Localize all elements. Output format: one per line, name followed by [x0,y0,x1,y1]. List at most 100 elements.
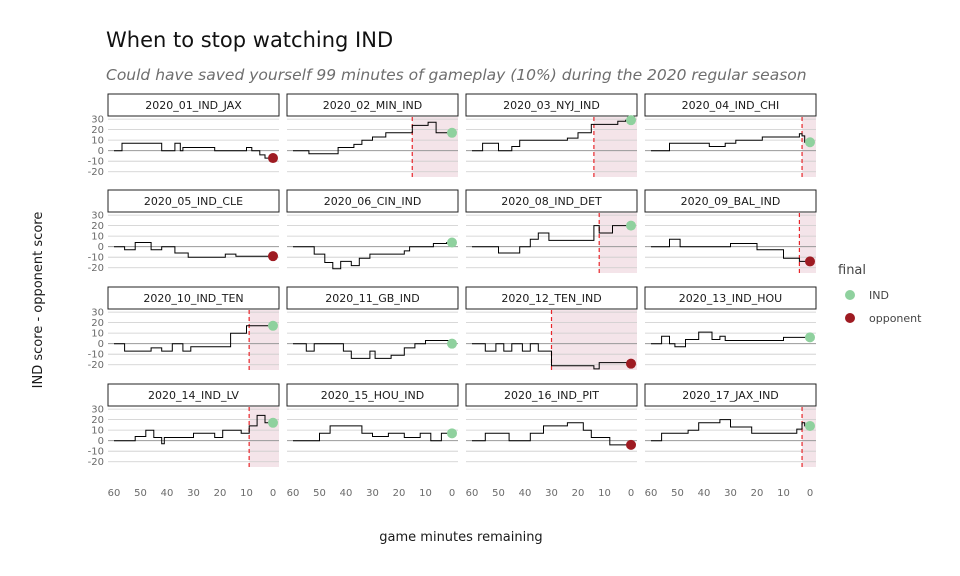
x-tick-label: 10 [777,488,790,499]
x-tick-label: 60 [645,488,658,499]
score-line [472,343,631,370]
strip-box [465,189,638,213]
y-tick-label: -20 [88,263,104,274]
strip-box [465,93,638,117]
score-line [651,133,810,152]
final-point [268,320,278,331]
strip-label: 2020_16_IND_PIT [504,389,599,402]
strip-label: 2020_08_IND_DET [501,195,602,208]
x-tick-label: 10 [598,488,611,499]
y-tick-label: 10 [91,426,104,437]
final-point [805,137,815,148]
x-tick-label: 40 [161,488,174,499]
final-point [626,439,636,450]
strip-label: 2020_06_CIN_IND [324,195,422,208]
x-tick-label: 30 [187,488,200,499]
x-tick-label: 40 [340,488,353,499]
x-tick-label: 60 [287,488,300,499]
final-point [268,251,278,262]
strip-label: 2020_11_GB_IND [325,292,420,305]
chart-title: When to stop watching IND [106,28,394,52]
strip-label: 2020_04_IND_CHI [682,99,780,112]
y-tick-label: 0 [98,339,104,350]
x-axis-title: game minutes remaining [379,530,542,545]
x-tick-label: 0 [807,488,813,499]
x-tick-label: 0 [628,488,634,499]
facet-panel-2020_15_HOU_IND: 2020_15_HOU_IND 60 50 40 30 20 10 0 [286,383,459,499]
y-tick-label: 10 [91,329,104,340]
strip-box [286,383,459,407]
facet-panel-2020_12_TEN_IND: 2020_12_TEN_IND [465,286,638,370]
facet-panel-2020_08_IND_DET: 2020_08_IND_DET [465,189,638,273]
y-tick-label: 30 [91,115,104,126]
strip-label: 2020_05_IND_CLE [144,195,243,208]
strip-box [644,93,817,117]
x-tick-label: 50 [313,488,326,499]
strip-box [286,286,459,310]
strip-label: 2020_13_IND_HOU [679,292,782,305]
y-tick-label: -20 [88,360,104,371]
facet-panel-2020_09_BAL_IND: 2020_09_BAL_IND [644,189,817,273]
legend-title: final [838,263,866,278]
x-tick-label: 40 [698,488,711,499]
chart-subtitle: Could have saved yourself 99 minutes of … [106,66,807,84]
y-tick-label: 20 [91,125,104,136]
strip-label: 2020_10_IND_TEN [143,292,243,305]
x-tick-label: 40 [519,488,532,499]
strip-label: 2020_03_NYJ_IND [503,99,600,112]
score-line [114,325,273,352]
strip-label: 2020_17_JAX_IND [682,389,779,402]
strip-box [107,189,280,213]
legend-key-opponent [845,313,855,323]
score-line [293,242,452,270]
y-tick-label: 20 [91,415,104,426]
facet-panel-2020_11_GB_IND: 2020_11_GB_IND [286,286,459,366]
y-tick-label: 0 [98,242,104,253]
score-line [651,238,810,262]
strip-label: 2020_09_BAL_IND [681,195,781,208]
y-tick-label: 20 [91,221,104,232]
final-point [626,358,636,369]
y-tick-label: 0 [98,436,104,447]
facet-panel-2020_04_IND_CHI: 2020_04_IND_CHI [644,93,817,177]
x-tick-label: 10 [240,488,253,499]
y-axis-title: IND score - opponent score [31,212,46,389]
score-line [293,121,452,155]
strip-box [107,383,280,407]
final-point [447,237,457,248]
legend-key-IND [845,290,855,300]
score-line [472,119,631,152]
y-tick-label: 30 [91,211,104,222]
y-tick-label: 10 [91,136,104,147]
strip-label: 2020_02_MIN_IND [323,99,422,112]
x-tick-label: 0 [449,488,455,499]
cutoff-shade [249,407,279,467]
cutoff-shade [412,117,458,177]
strip-box [465,286,638,310]
strip-label: 2020_12_TEN_IND [501,292,601,305]
y-tick-label: 20 [91,318,104,329]
strip-box [286,93,459,117]
x-tick-label: 60 [108,488,121,499]
facet-panel-2020_02_MIN_IND: 2020_02_MIN_IND [286,93,459,177]
final-point [268,153,278,164]
score-line [472,422,631,446]
x-tick-label: 30 [366,488,379,499]
final-point [626,220,636,231]
x-tick-label: 20 [572,488,585,499]
score-line [472,225,631,254]
final-point [447,338,457,349]
strip-box [644,286,817,310]
strip-box [644,189,817,213]
final-point [268,417,278,428]
x-tick-label: 20 [393,488,406,499]
y-tick-label: 10 [91,232,104,243]
x-tick-label: 30 [724,488,737,499]
y-tick-label: -10 [88,350,104,361]
facet-panel-2020_17_JAX_IND: 2020_17_JAX_IND 60 50 40 30 20 10 0 [644,383,817,499]
strip-box [107,286,280,310]
final-point [805,256,815,267]
